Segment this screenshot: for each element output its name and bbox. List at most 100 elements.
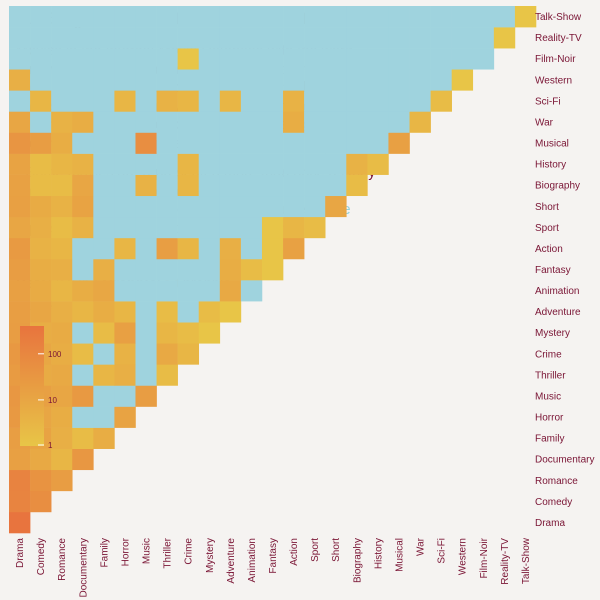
x-tick-label: Horror (120, 537, 131, 566)
heatmap-cell (219, 301, 242, 323)
heatmap-cell (261, 216, 284, 239)
heatmap-cell (30, 237, 52, 260)
heatmap-cell (9, 301, 31, 323)
heatmap-cell (93, 406, 115, 428)
heatmap-cell (367, 90, 389, 112)
heatmap-cell (9, 111, 31, 133)
heatmap-cell (261, 48, 284, 70)
heatmap-cell (325, 27, 347, 49)
y-tick-label: Film-Noir (535, 54, 576, 65)
heatmap-cell (114, 343, 136, 365)
heatmap-cell (93, 6, 115, 28)
heatmap-cell (135, 301, 157, 323)
heatmap-cell (240, 27, 263, 49)
heatmap-cell (304, 69, 326, 91)
heatmap-cell (283, 6, 305, 28)
heatmap-cell (156, 237, 178, 260)
heatmap-cell (346, 174, 368, 197)
heatmap-cell (72, 174, 94, 197)
y-tick-label: Adventure (535, 307, 581, 318)
heatmap-cell (30, 27, 52, 49)
heatmap-cell (240, 69, 263, 91)
heatmap-cell (409, 69, 431, 91)
heatmap-cell (198, 153, 221, 175)
x-tick-label: Action (289, 538, 300, 566)
heatmap-cell (304, 153, 326, 175)
x-tick-label: Biography (352, 538, 363, 583)
heatmap-cell (261, 27, 284, 49)
heatmap-cell (409, 90, 431, 112)
heatmap-cell (304, 174, 326, 197)
x-tick-label: Mystery (205, 538, 216, 573)
heatmap-cell (93, 195, 115, 218)
y-tick-label: Crime (535, 349, 562, 360)
heatmap-cell (198, 280, 221, 302)
heatmap-cell (72, 111, 94, 133)
heatmap-cell (51, 111, 73, 133)
heatmap-cell (177, 195, 200, 218)
heatmap-cell (72, 258, 94, 281)
heatmap-cell (177, 343, 200, 365)
heatmap-cell (30, 153, 52, 175)
heatmap-cell (114, 132, 136, 154)
heatmap-cell (72, 448, 94, 471)
legend-colorbar (20, 326, 44, 446)
heatmap-cell (198, 301, 221, 323)
heatmap-cell (177, 48, 200, 70)
heatmap-cell (325, 195, 347, 218)
heatmap-cell (93, 237, 115, 260)
heatmap-cell (9, 90, 31, 112)
heatmap-cell (198, 322, 221, 344)
heatmap-cell (177, 90, 200, 112)
y-tick-label: Talk-Show (535, 12, 582, 23)
x-tick-label: Thriller (163, 537, 174, 568)
y-tick-label: Drama (535, 518, 565, 529)
heatmap-cell (30, 448, 52, 471)
heatmap-cell (198, 90, 221, 112)
heatmap-cell (9, 258, 31, 281)
heatmap-cell (30, 48, 52, 70)
heatmap-cell (9, 6, 31, 28)
heatmap-cell (72, 322, 94, 344)
legend-tick-label: 10 (48, 396, 57, 405)
heatmap-cell (72, 406, 94, 428)
heatmap-cell (156, 6, 178, 28)
x-tick-label: Music (142, 538, 153, 564)
heatmap-cell (198, 69, 221, 91)
heatmap-cell (283, 132, 305, 154)
heatmap-cell (177, 301, 200, 323)
heatmap-cell (304, 195, 326, 218)
heatmap-cell (346, 27, 368, 49)
y-tick-label: Animation (535, 286, 579, 297)
heatmap-cell (114, 153, 136, 175)
y-tick-label: Sport (535, 223, 559, 234)
heatmap-cell (30, 132, 52, 154)
heatmap-cell (156, 322, 178, 344)
heatmap-cell (283, 111, 305, 133)
heatmap-cell (219, 69, 242, 91)
heatmap-cell (51, 237, 73, 260)
heatmap-cell (304, 27, 326, 49)
heatmap-cell (156, 27, 178, 49)
heatmap-cell (51, 322, 73, 344)
heatmap-cell (51, 174, 73, 197)
x-tick-label: Film-Noir (479, 537, 490, 578)
heatmap-cell (72, 216, 94, 239)
heatmap-cell (114, 6, 136, 28)
heatmap-cell (177, 6, 200, 28)
x-tick-label: Fantasy (268, 538, 279, 574)
heatmap-cell (72, 90, 94, 112)
heatmap-cell (198, 6, 221, 28)
heatmap-cell (51, 132, 73, 154)
heatmap-cell (30, 90, 52, 112)
heatmap-cell (30, 216, 52, 239)
heatmap-cell (283, 69, 305, 91)
heatmap-cell (51, 406, 73, 428)
heatmap-cell (156, 90, 178, 112)
heatmap-cell (30, 111, 52, 133)
heatmap-cell (367, 6, 389, 28)
heatmap-cell (472, 48, 495, 70)
y-tick-label: Documentary (535, 455, 594, 466)
heatmap-cell (9, 469, 31, 492)
heatmap-cell (219, 132, 242, 154)
